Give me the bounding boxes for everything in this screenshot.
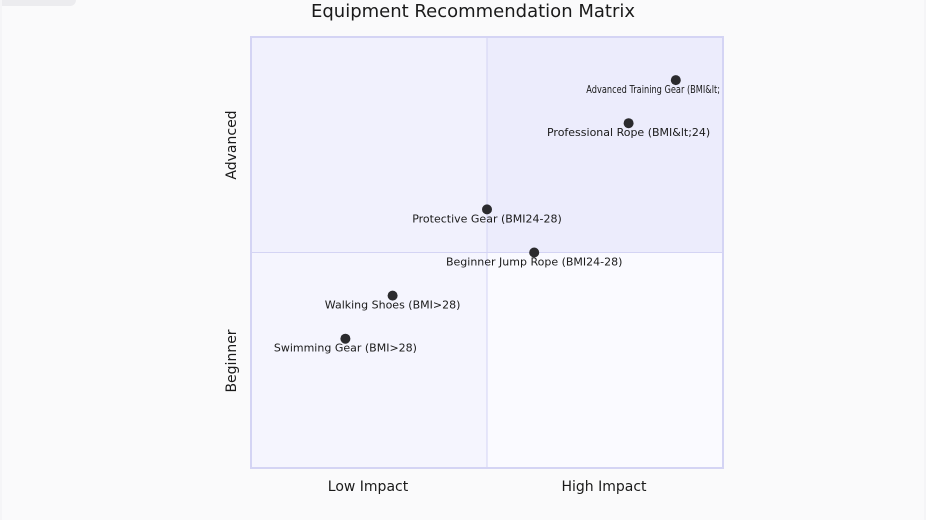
- point-label-6: Swimming Gear (BMI>28): [274, 342, 417, 355]
- point-label-5: Walking Shoes (BMI>28): [325, 299, 461, 312]
- point-marker-3[interactable]: [482, 204, 492, 215]
- chart-title: Equipment Recommendation Matrix: [311, 1, 635, 22]
- point-label-2: Professional Rope (BMI&lt;24): [547, 126, 710, 139]
- quadrant-bottom-left: [251, 252, 487, 468]
- point-label-4: Beginner Jump Rope (BMI24-28): [446, 256, 622, 269]
- plot-border: [250, 36, 724, 469]
- point-marker-6[interactable]: [340, 333, 351, 344]
- quadrant-top-right: [487, 37, 723, 253]
- quadrant-bottom-right: [487, 252, 723, 468]
- point-marker-5[interactable]: [387, 290, 398, 301]
- point-marker-2[interactable]: [623, 118, 634, 129]
- x-axis-low-label: Low Impact: [328, 479, 409, 495]
- point-marker-4[interactable]: [529, 247, 540, 258]
- point-marker-1[interactable]: [670, 75, 681, 86]
- corner-tab: [2, 0, 76, 6]
- y-axis-high-label: Advanced: [224, 110, 240, 179]
- x-axis-high-label: High Impact: [561, 479, 647, 495]
- quadrant-top-left: [251, 37, 487, 253]
- point-label-3: Protective Gear (BMI24-28): [412, 212, 562, 225]
- points-layer: Advanced Training Gear (BMI&lt; Professio…: [274, 75, 720, 355]
- y-axis-low-label: Beginner: [224, 329, 240, 392]
- point-label-1: Advanced Training Gear (BMI&lt;: [586, 83, 720, 96]
